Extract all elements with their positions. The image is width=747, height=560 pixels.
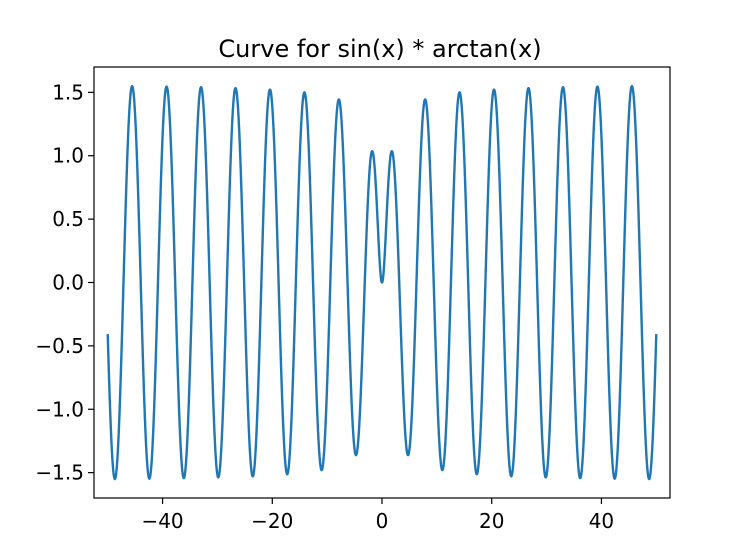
y-tick-label: 1.0 (52, 144, 84, 168)
x-tick-label: 40 (589, 509, 614, 533)
x-tick-label: −40 (141, 509, 183, 533)
series-line-0 (106, 84, 658, 481)
y-tick-label: 0.5 (52, 207, 84, 231)
y-tick-label: −0.5 (35, 334, 84, 358)
plot-area (106, 84, 658, 481)
x-tick-label: 20 (479, 509, 504, 533)
chart-title: Curve for sin(x) * arctan(x) (218, 35, 541, 63)
y-tick-label: −1.0 (35, 397, 84, 421)
x-tick-label: 0 (376, 509, 389, 533)
y-tick-label: 0.0 (52, 271, 84, 295)
y-tick-label: 1.5 (52, 80, 84, 104)
y-tick-label: −1.5 (35, 461, 84, 485)
x-tick-label: −20 (251, 509, 293, 533)
axes: −40 −20 0 20 40 −1.5 −1.0 −0.5 0.0 0.5 1.0 1.5 (35, 66, 671, 533)
